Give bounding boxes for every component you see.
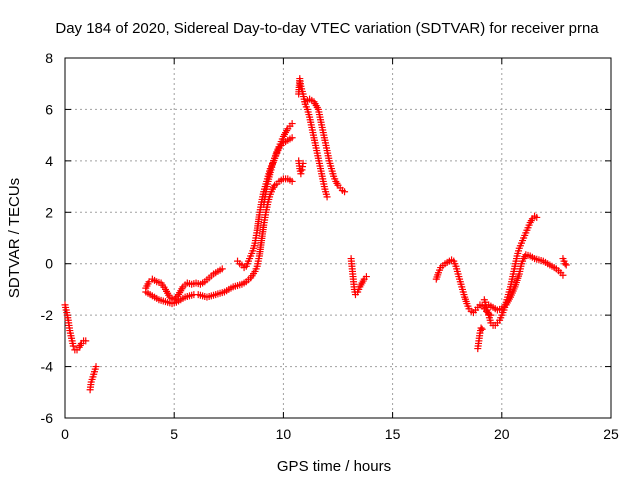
data-point [218,265,226,273]
y-tick-label: 8 [45,50,53,66]
y-tick-label: 2 [45,204,53,220]
data-point [92,363,100,371]
data-point [562,261,570,269]
data-point [533,213,541,221]
data-point [299,159,307,167]
data-point [478,325,486,333]
data-point [477,324,485,332]
data-point [362,273,370,281]
data-point [82,337,90,345]
chart-title: Day 184 of 2020, Sidereal Day-to-day VTE… [55,20,599,37]
plot-frame [64,57,612,419]
x-tick-label: 25 [603,426,619,442]
data-point [559,271,567,279]
data-point [288,120,296,128]
y-tick-label: -6 [41,410,54,426]
data-point [341,188,349,196]
y-tick-labels: -6 -4 -2 0 2 4 6 8 [41,50,54,426]
y-tick-label: -2 [41,307,54,323]
y-tick-label: -4 [41,359,54,375]
axis-ticks [64,57,612,419]
y-axis-title: SDTVAR / TECUs [6,178,23,298]
data-point [288,177,296,185]
x-axis-title: GPS time / hours [277,458,391,475]
data-point [561,260,569,268]
y-tick-label: 4 [45,153,53,169]
data-point [323,193,331,201]
data-point [69,342,77,350]
y-tick-label: 0 [45,256,53,272]
x-tick-label: 0 [61,426,69,442]
data-point [288,134,296,142]
data-markers [61,75,570,394]
x-tick-label: 10 [276,426,292,442]
data-point [173,292,181,300]
data-point [297,170,305,178]
x-tick-label: 20 [494,426,510,442]
y-tick-label: 6 [45,101,53,117]
x-tick-label: 15 [385,426,401,442]
x-tick-labels: 0 5 10 15 20 25 [61,426,619,442]
x-tick-label: 5 [170,426,178,442]
grid [65,58,611,418]
